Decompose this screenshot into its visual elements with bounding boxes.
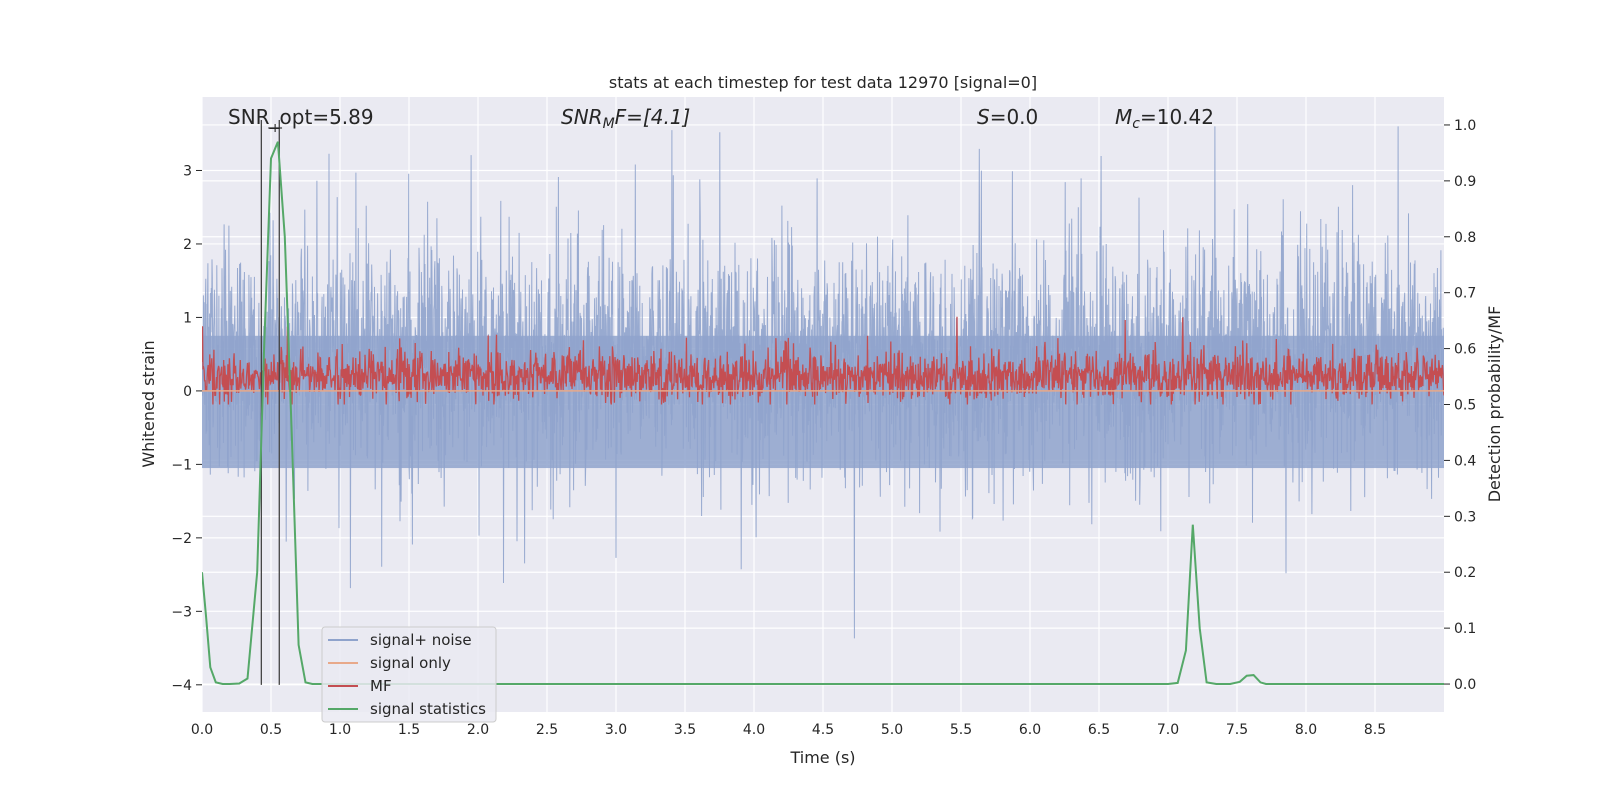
y-left-tick-label: −2 bbox=[171, 531, 192, 547]
legend-box bbox=[321, 626, 497, 723]
x-tick-label: 1.0 bbox=[329, 722, 351, 738]
x-tick-label: 5.0 bbox=[881, 722, 903, 738]
x-axis-label: Time (s) bbox=[789, 748, 855, 767]
legend-label-signal-only: signal only bbox=[370, 654, 451, 672]
s-base: S bbox=[977, 105, 990, 129]
y-right-tick-label: 0.0 bbox=[1454, 677, 1476, 693]
x-tick-label: 1.5 bbox=[398, 722, 420, 738]
x-tick-label: 6.5 bbox=[1088, 722, 1110, 738]
x-tick-label: 0.5 bbox=[260, 722, 282, 738]
right-y-axis-ticks: 0.0 0.1 0.2 0.3 0.4 0.5 0.6 0.7 0.8 0.9 1.0 bbox=[1444, 118, 1476, 693]
series-mf bbox=[202, 316, 1444, 405]
snr-mf-sub: M bbox=[603, 116, 615, 132]
left-y-axis-ticks: −4 −3 −2 −1 0 1 2 3 bbox=[171, 163, 202, 694]
y-left-tick-label: −1 bbox=[171, 457, 192, 473]
x-tick-label: 0.0 bbox=[191, 722, 213, 738]
x-tick-label: 7.0 bbox=[1157, 722, 1179, 738]
left-y-axis-label: Whitened strain bbox=[139, 340, 158, 467]
x-axis-ticks: 0.0 0.5 1.0 1.5 2.0 2.5 3.0 3.5 4.0 4.5 5.0 5.5 6.0 6… bbox=[191, 722, 1386, 738]
y-left-tick-label: −3 bbox=[171, 604, 192, 620]
legend-label-mf: MF bbox=[370, 677, 392, 695]
legend-label-signal-statistics: signal statistics bbox=[370, 700, 486, 718]
x-tick-label: 5.5 bbox=[950, 722, 972, 738]
y-right-tick-label: 0.9 bbox=[1454, 174, 1476, 190]
snr-mf-rest: F=[4.1] bbox=[615, 105, 691, 129]
mc-base: M bbox=[1115, 105, 1132, 129]
y-right-tick-label: 0.3 bbox=[1454, 509, 1476, 525]
s-rest: =0.0 bbox=[990, 105, 1039, 129]
legend-label-signal-noise: signal+ noise bbox=[370, 631, 472, 649]
annotation-mc: Mc=10.42 bbox=[1115, 105, 1214, 132]
y-right-tick-label: 0.6 bbox=[1454, 342, 1476, 358]
y-left-tick-label: 1 bbox=[183, 310, 192, 326]
signal-statistics-trace bbox=[202, 141, 1444, 685]
annotation-s: S=0.0 bbox=[977, 105, 1038, 129]
mf-trace bbox=[202, 316, 1444, 405]
x-tick-label: 2.0 bbox=[467, 722, 489, 738]
vertical-markers bbox=[260, 120, 283, 685]
y-right-tick-label: 0.4 bbox=[1454, 453, 1476, 469]
y-right-tick-label: 0.2 bbox=[1454, 565, 1476, 581]
y-right-tick-label: 1.0 bbox=[1454, 118, 1476, 134]
x-tick-label: 8.5 bbox=[1364, 722, 1386, 738]
mc-sub: c bbox=[1132, 116, 1140, 132]
noise-core-band bbox=[202, 335, 1444, 469]
chart-title: stats at each timestep for test data 129… bbox=[609, 73, 1037, 92]
annotation-snr-mf: SNRMF=[4.1] bbox=[561, 105, 690, 132]
y-right-tick-label: 0.5 bbox=[1454, 398, 1476, 414]
x-tick-label: 7.5 bbox=[1226, 722, 1248, 738]
right-y-axis-label: Detection probability/MF bbox=[1485, 306, 1504, 503]
y-right-tick-label: 0.1 bbox=[1454, 621, 1476, 637]
y-left-tick-label: 2 bbox=[183, 237, 192, 253]
y-right-tick-label: 0.7 bbox=[1454, 286, 1476, 302]
x-tick-label: 4.0 bbox=[743, 722, 765, 738]
mc-rest: =10.42 bbox=[1140, 105, 1214, 129]
series-signal-statistics bbox=[202, 141, 1444, 685]
y-left-tick-label: 0 bbox=[183, 384, 192, 400]
x-tick-label: 4.5 bbox=[812, 722, 834, 738]
x-tick-label: 2.5 bbox=[536, 722, 558, 738]
y-right-tick-label: 0.8 bbox=[1454, 230, 1476, 246]
x-tick-label: 8.0 bbox=[1295, 722, 1317, 738]
annotation-snr-opt: SNR_opt=5.89 bbox=[228, 105, 374, 129]
x-tick-label: 3.5 bbox=[674, 722, 696, 738]
legend: signal+ noise signal only MF signal stat… bbox=[321, 626, 497, 723]
x-tick-label: 3.0 bbox=[605, 722, 627, 738]
y-left-tick-label: 3 bbox=[183, 163, 192, 179]
x-tick-label: 6.0 bbox=[1019, 722, 1041, 738]
snr-mf-base: SNR bbox=[561, 105, 603, 129]
y-left-tick-label: −4 bbox=[171, 678, 192, 694]
